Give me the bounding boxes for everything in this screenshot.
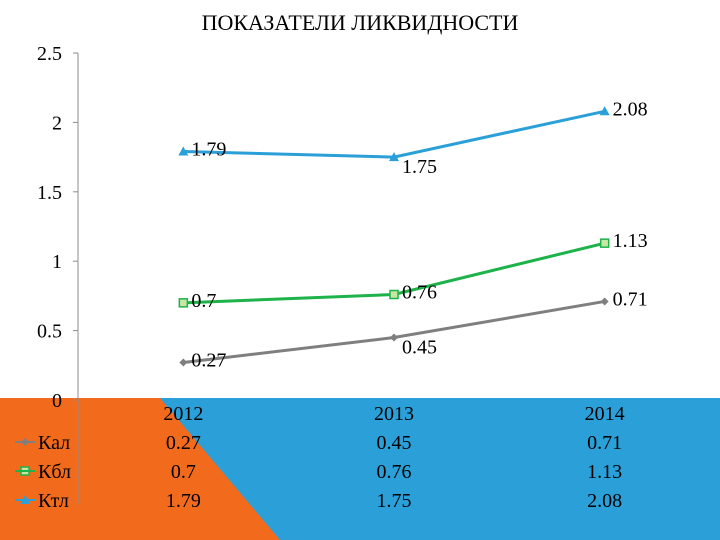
data-label: 0.7 [191, 290, 216, 312]
data-point [179, 358, 188, 367]
data-label: 0.45 [402, 337, 437, 359]
y-tick-label: 0.5 [37, 321, 62, 343]
y-tick-label: 0 [52, 390, 62, 412]
table-cell: 0.45 [377, 432, 412, 454]
data-point [600, 297, 609, 306]
data-point [178, 298, 189, 308]
data-label: 0.71 [613, 288, 648, 310]
data-label: 1.13 [613, 230, 648, 252]
table-cell: 0.27 [166, 432, 201, 454]
y-tick-label: 1.5 [37, 182, 62, 204]
x-tick-label: 2012 [163, 403, 203, 425]
x-tick-label: 2014 [585, 403, 625, 425]
data-point [390, 333, 398, 342]
legend-entry: Кбл [38, 461, 71, 483]
data-label: 1.79 [191, 139, 226, 161]
data-point [599, 238, 610, 248]
y-tick-label: 2.5 [37, 43, 62, 65]
legend-entry: Ктл [38, 490, 69, 512]
legend-entry: Кал [38, 432, 70, 454]
table-cell: 2.08 [587, 490, 622, 512]
table-cell: 1.79 [166, 490, 201, 512]
data-point [599, 106, 610, 116]
table-cell: 1.75 [377, 490, 412, 512]
series-line-Ктл [183, 109, 605, 159]
data-point [389, 289, 399, 300]
data-label: 2.08 [613, 98, 648, 120]
table-cell: 0.7 [171, 461, 196, 483]
table-cell: 0.76 [377, 461, 412, 483]
data-table: 2012 2013 2014 Кал 0.27 0.45 0.71 Кбл 0.7 0.76 1.1… [15, 403, 625, 512]
data-label: 0.27 [191, 350, 226, 372]
data-label: 1.75 [402, 156, 437, 178]
data-label: 0.76 [402, 282, 437, 304]
table-cell: 0.71 [587, 432, 622, 454]
chart-series: 0.27 0.45 0.71 0.7 0.76 1.13 1.79 1.75 2.08 [178, 98, 648, 372]
chart-axes: 0 0.5 1 1.5 2 2.5 [37, 43, 79, 504]
data-point [389, 152, 399, 162]
data-point [178, 146, 189, 156]
y-tick-label: 1 [52, 251, 62, 273]
series-line-Кал [183, 299, 605, 365]
chart-title: ПОКАЗАТЕЛИ ЛИКВИДНОСТИ [202, 10, 519, 35]
y-tick-label: 2 [52, 112, 62, 134]
table-cell: 1.13 [587, 461, 622, 483]
x-tick-label: 2013 [374, 403, 414, 425]
